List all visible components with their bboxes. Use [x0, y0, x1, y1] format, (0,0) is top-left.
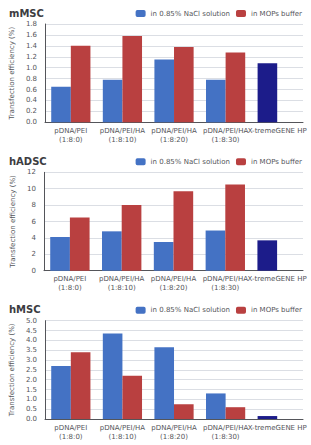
svg-text:(1:8:30): (1:8:30): [211, 284, 239, 292]
svg-text:4: 4: [32, 234, 37, 242]
svg-text:2.0: 2.0: [26, 376, 37, 384]
svg-text:pDNA/PEI/HA: pDNA/PEI/HA: [151, 424, 197, 432]
svg-text:4.0: 4.0: [26, 336, 37, 344]
svg-text:pDNA/PEI/HA: pDNA/PEI/HA: [100, 424, 146, 432]
svg-text:(1:8:0): (1:8:0): [58, 284, 82, 292]
svg-text:1.2: 1.2: [26, 53, 37, 61]
svg-text:(1:8:20): (1:8:20): [160, 284, 188, 292]
svg-text:1.6: 1.6: [26, 31, 38, 39]
svg-text:0.2: 0.2: [26, 107, 37, 115]
svg-text:in MOPs buffer: in MOPs buffer: [251, 306, 302, 314]
svg-text:pDNA/PEI: pDNA/PEI: [54, 127, 87, 135]
svg-text:0: 0: [32, 267, 36, 275]
svg-text:Transfection efficiency (%): Transfection efficiency (%): [8, 27, 16, 121]
svg-text:pDNA/PEI: pDNA/PEI: [53, 275, 86, 283]
svg-text:in 0.85% NaCl solution: in 0.85% NaCl solution: [151, 10, 230, 18]
svg-text:hADSC: hADSC: [9, 156, 47, 167]
svg-text:8: 8: [32, 201, 36, 209]
svg-text:12: 12: [27, 168, 36, 176]
svg-text:hMSC: hMSC: [9, 304, 41, 315]
svg-text:pDNA/PEI/HA: pDNA/PEI/HA: [203, 127, 249, 135]
svg-text:pDNA/PEI/HA: pDNA/PEI/HA: [203, 424, 249, 432]
svg-text:0.0: 0.0: [26, 415, 37, 423]
svg-text:1.5: 1.5: [26, 386, 37, 394]
svg-text:pDNA/PEI/HA: pDNA/PEI/HA: [99, 275, 145, 283]
svg-text:3.0: 3.0: [26, 356, 37, 364]
svg-text:3.5: 3.5: [26, 346, 37, 354]
svg-text:pDNA/PEI/HA: pDNA/PEI/HA: [151, 127, 197, 135]
svg-text:(1:8:30): (1:8:30): [212, 433, 240, 441]
svg-text:1.0: 1.0: [26, 64, 37, 72]
svg-text:Transfection efficiency (%): Transfection efficiency (%): [9, 175, 17, 269]
svg-text:4.5: 4.5: [26, 327, 37, 335]
svg-text:mMSC: mMSC: [9, 8, 44, 19]
svg-text:6: 6: [32, 218, 37, 226]
svg-text:in 0.85% NaCl solution: in 0.85% NaCl solution: [151, 158, 230, 166]
svg-text:X-tremeGENE HP: X-tremeGENE HP: [248, 424, 307, 432]
svg-text:in MOPs buffer: in MOPs buffer: [251, 10, 302, 18]
svg-text:in 0.85% NaCl solution: in 0.85% NaCl solution: [151, 306, 230, 314]
svg-text:1.0: 1.0: [26, 395, 37, 403]
svg-text:10: 10: [27, 185, 36, 193]
svg-text:1.4: 1.4: [26, 42, 38, 50]
svg-text:in MOPs buffer: in MOPs buffer: [251, 158, 302, 166]
svg-text:pDNA/PEI/HA: pDNA/PEI/HA: [151, 275, 197, 283]
svg-text:(1:8:0): (1:8:0): [59, 433, 83, 441]
svg-text:X-tremeGENE HP: X-tremeGENE HP: [248, 127, 307, 135]
svg-text:(1:8:0): (1:8:0): [59, 136, 83, 144]
svg-text:pDNA/PEI/HA: pDNA/PEI/HA: [203, 275, 249, 283]
svg-text:pDNA/PEI/HA: pDNA/PEI/HA: [100, 127, 146, 135]
svg-text:(1:8:20): (1:8:20): [160, 136, 188, 144]
svg-text:(1:8:20): (1:8:20): [160, 433, 188, 441]
svg-text:0.6: 0.6: [26, 86, 38, 94]
svg-text:pDNA/PEI: pDNA/PEI: [54, 424, 87, 432]
svg-text:0.4: 0.4: [26, 96, 38, 104]
svg-text:(1:8:10): (1:8:10): [108, 284, 136, 292]
svg-text:(1:8:10): (1:8:10): [108, 136, 136, 144]
svg-text:0.8: 0.8: [26, 75, 37, 83]
svg-text:2: 2: [32, 250, 36, 258]
svg-text:0.0: 0.0: [26, 118, 37, 126]
svg-text:Transfection efficiency (%): Transfection efficiency (%): [8, 323, 16, 417]
svg-text:(1:8:10): (1:8:10): [108, 433, 136, 441]
svg-text:X-tremeGENE HP: X-tremeGENE HP: [248, 275, 307, 283]
svg-text:0.5: 0.5: [26, 405, 37, 413]
svg-text:(1:8:30): (1:8:30): [212, 136, 240, 144]
svg-text:5.0: 5.0: [26, 317, 37, 325]
svg-text:2.5: 2.5: [26, 366, 37, 374]
svg-text:1.8: 1.8: [26, 20, 37, 28]
